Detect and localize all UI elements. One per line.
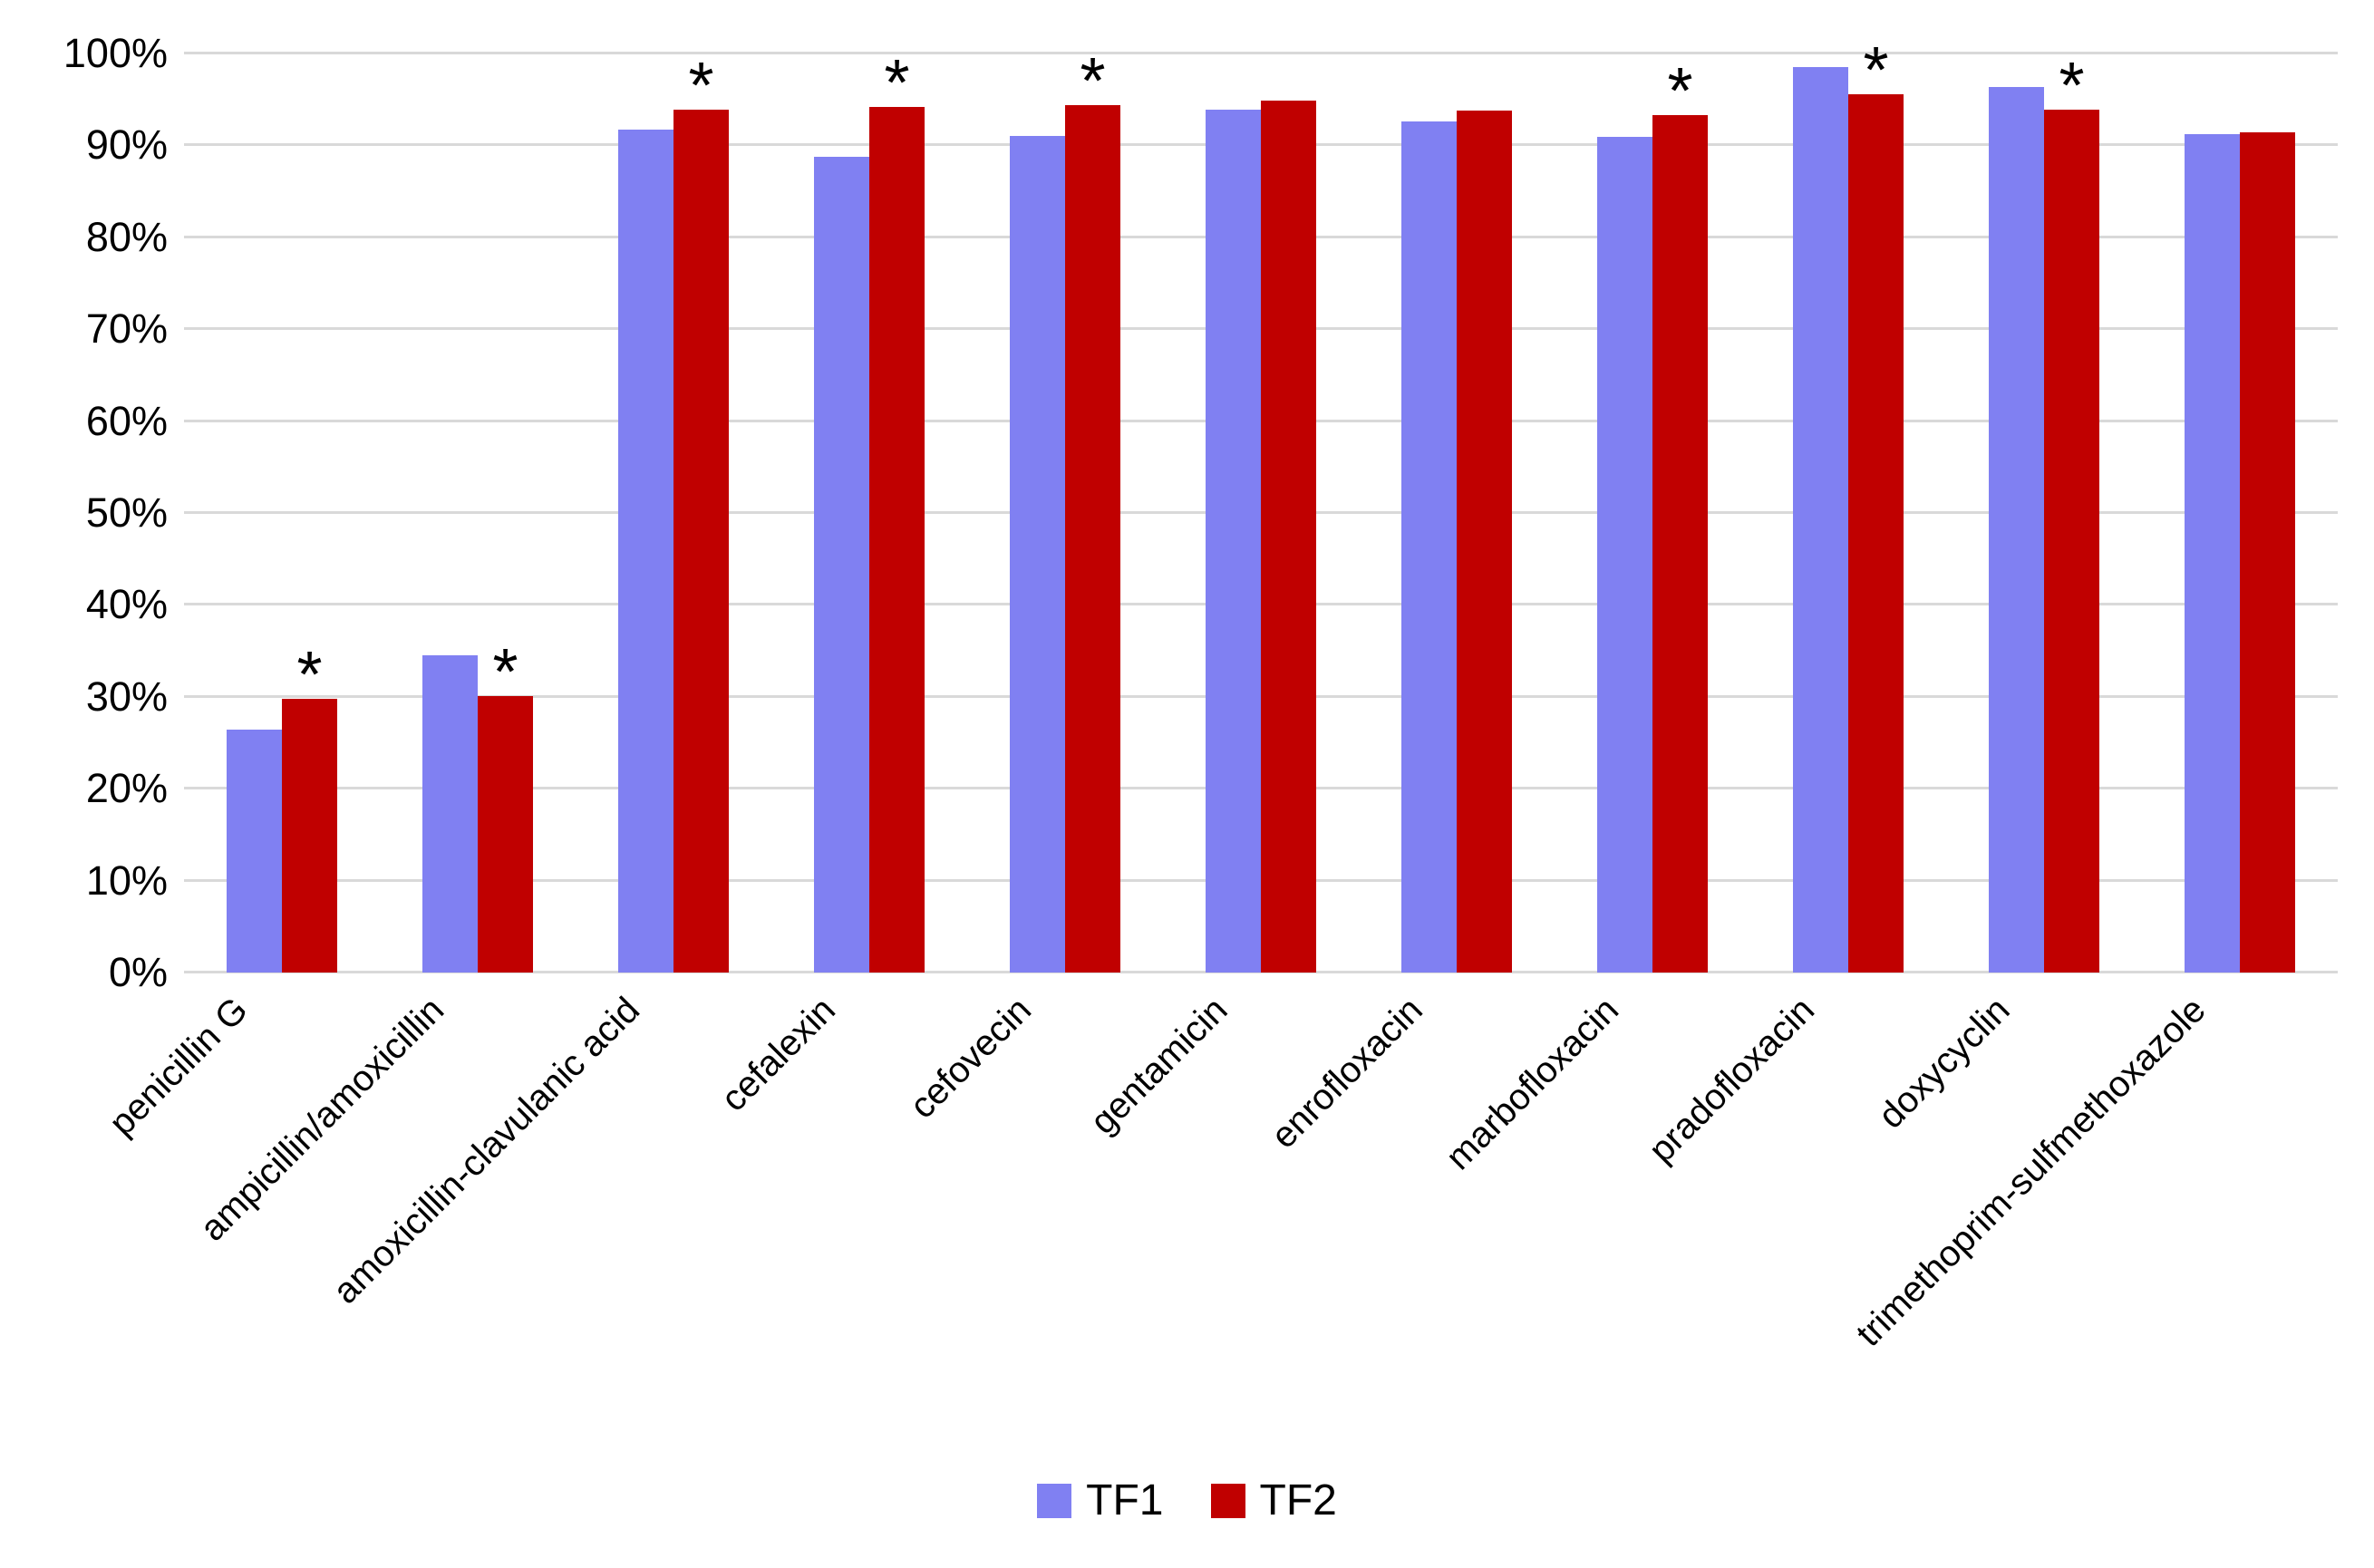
bar-tf2-cefovecin [1065,104,1120,973]
legend-label-tf2: TF2 [1259,1476,1337,1524]
bar-group-trimethoprim-sulfmethoxazole [2142,53,2338,973]
y-axis-tick-label: 40% [85,581,168,628]
tf2-color-swatch [1210,1483,1245,1518]
y-axis-tick-label: 90% [85,121,168,169]
bar-tf2-penicillin-g [282,698,337,973]
legend-item-tf2: TF2 [1210,1476,1337,1525]
x-axis-label-penicillin-g: penicillin G [102,990,257,1144]
bar-tf1-penicillin-g [227,730,282,973]
bar-tf2-cefalexin [869,106,925,973]
bar-tf1-doxycyclin [1989,86,2044,973]
bar-tf2-pradofloxacin [1848,93,1904,973]
bar-tf1-gentamicin [1206,109,1261,973]
significance-asterisk: * [884,46,910,120]
x-axis-label-marbofloxacin: marbofloxacin [1438,990,1627,1178]
bar-tf2-gentamicin [1261,100,1316,973]
significance-asterisk: * [688,49,714,122]
y-axis-tick-label: 10% [85,857,168,904]
x-axis-label-pradofloxacin: pradofloxacin [1641,990,1823,1171]
bar-group-penicillin-g: * [184,53,380,973]
x-axis-label-trimethoprim-sulfmethoxazole: trimethoprim-sulfmethoxazole [1849,990,2214,1355]
bar-tf2-amoxicillin-clavulanic-acid [673,109,729,973]
bar-tf2-doxycyclin [2044,109,2099,973]
x-axis-label-cefalexin: cefalexin [713,990,844,1119]
bar-tf2-ampicillin-amoxicillin [478,695,533,973]
x-axis-label-cefovecin: cefovecin [902,990,1040,1127]
x-axis-label-doxycyclin: doxycyclin [1871,990,2019,1137]
y-axis-tick-label: 80% [85,213,168,260]
bar-tf2-trimethoprim-sulfmethoxazole [2240,132,2295,973]
bar-tf1-marbofloxacin [1597,137,1652,973]
bar-group-enrofloxacin [1359,53,1555,973]
bar-group-cefovecin: * [967,49,1163,973]
bar-tf1-trimethoprim-sulfmethoxazole [2185,134,2240,973]
bar-group-ampicillin-amoxicillin: * [380,53,576,973]
tf1-color-swatch [1037,1483,1072,1518]
legend-item-tf1: TF1 [1037,1476,1164,1525]
significance-asterisk: * [2059,49,2085,122]
x-axis-label-gentamicin: gentamicin [1082,990,1235,1142]
y-axis-tick-label: 0% [108,949,168,995]
legend-label-tf1: TF1 [1086,1476,1164,1524]
bar-tf1-amoxicillin-clavulanic-acid [618,130,673,973]
y-axis-tick-label: 100% [63,30,168,76]
bar-group-cefalexin: * [771,46,967,973]
y-axis-tick-label: 70% [85,305,168,353]
bar-groups: * * * * * * * * [184,38,2338,973]
x-axis-label-enrofloxacin: enrofloxacin [1264,990,1431,1157]
bar-group-amoxicillin-clavulanic-acid: * [576,53,771,973]
significance-asterisk: * [492,635,518,709]
y-axis-tick-label: 50% [85,489,168,536]
significance-asterisk: * [296,638,323,711]
significance-asterisk: * [1863,34,1889,107]
bar-tf2-marbofloxacin [1652,114,1708,973]
plot-area: * * * * * * * * [184,38,2338,973]
y-axis-tick-label: 60% [85,397,168,444]
significance-asterisk: * [1667,54,1693,128]
bar-group-gentamicin [1163,53,1359,973]
bar-tf1-ampicillin-amoxicillin [422,655,478,973]
significance-asterisk: * [1080,44,1106,118]
gridline [184,52,2338,54]
y-axis-tick-label: 30% [85,673,168,720]
bar-tf1-enrofloxacin [1401,121,1457,973]
legend: TF1 TF2 [0,1476,2374,1525]
bar-group-doxycyclin: * [1946,53,2142,973]
bar-group-marbofloxacin: * [1555,53,1750,973]
y-axis-tick-label: 20% [85,765,168,812]
bar-tf1-cefalexin [814,156,869,973]
bar-group-pradofloxacin: * [1750,38,1946,973]
bar-tf1-cefovecin [1010,136,1065,973]
bar-tf1-pradofloxacin [1793,67,1848,973]
bar-tf2-enrofloxacin [1457,110,1512,973]
